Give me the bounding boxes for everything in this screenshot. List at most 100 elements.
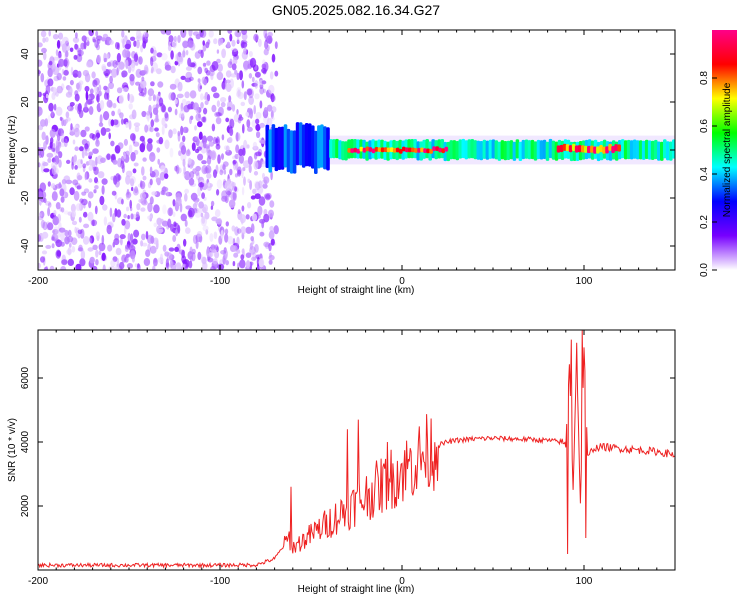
- heatmap-cell: [138, 56, 143, 65]
- heatmap-cell: [61, 83, 65, 91]
- heatmap-cell: [142, 40, 147, 49]
- heatmap-cell: [111, 110, 115, 117]
- heatmap-cell: [124, 43, 131, 50]
- heatmap-cell: [182, 50, 186, 58]
- chart-title: GN05.2025.082.16.34.G27: [272, 2, 440, 18]
- heatmap-cell: [60, 196, 65, 203]
- heatmap-cell: [255, 123, 261, 132]
- heatmap-cell: [241, 205, 245, 212]
- heatmap-cell: [657, 141, 661, 161]
- heatmap-cell: [72, 139, 76, 145]
- heatmap-cell: [204, 100, 209, 106]
- heatmap-cell: [488, 139, 493, 159]
- heatmap-cell: [611, 145, 615, 154]
- heatmap-cell: [568, 145, 573, 153]
- heatmap-cell: [102, 204, 108, 211]
- heatmap-cell: [200, 212, 204, 218]
- heatmap-cell: [62, 76, 67, 81]
- heatmap-cell: [243, 60, 250, 70]
- heatmap-cell: [167, 207, 174, 217]
- heatmap-cell: [95, 259, 99, 266]
- heatmap-cell: [356, 148, 361, 154]
- heatmap-cell: [402, 146, 406, 152]
- heatmap-cell: [51, 110, 54, 117]
- heatmap-cell: [133, 141, 140, 147]
- heatmap-cell: [172, 128, 177, 135]
- heatmap-cell: [236, 36, 240, 44]
- heatmap-cell: [38, 124, 44, 131]
- heatmap-cell: [449, 140, 454, 160]
- heatmap-cell: [124, 220, 131, 230]
- heatmap-cell: [151, 191, 158, 196]
- heatmap-cell: [92, 244, 98, 250]
- heatmap-cell: [51, 236, 55, 241]
- heatmap-cell: [78, 216, 82, 223]
- heatmap-cell: [128, 93, 134, 104]
- heatmap-cell: [194, 136, 200, 142]
- heatmap-cell: [55, 145, 60, 154]
- heatmap-cell: [155, 177, 160, 183]
- heatmap-cell: [215, 117, 222, 125]
- heatmap-cell: [259, 100, 263, 109]
- heatmap-cell: [148, 104, 152, 114]
- heatmap-cell: [224, 228, 229, 235]
- heatmap-cell: [65, 111, 70, 119]
- heatmap-cell: [243, 139, 248, 150]
- heatmap-cell: [47, 115, 51, 123]
- heatmap-cell: [113, 175, 118, 185]
- heatmap-cell: [131, 255, 135, 263]
- heatmap-cell: [156, 52, 163, 58]
- heatmap-cell: [241, 30, 247, 35]
- heatmap-cell: [173, 35, 177, 43]
- heatmap-cell: [174, 98, 178, 105]
- heatmap-cell: [55, 91, 59, 97]
- heatmap-cell: [548, 138, 553, 159]
- heatmap-cell: [623, 140, 628, 160]
- heatmap-cell: [220, 229, 224, 240]
- heatmap-cell: [464, 140, 469, 160]
- heatmap-cell: [88, 200, 92, 209]
- heatmap-cell: [172, 235, 177, 242]
- heatmap-cell: [157, 257, 164, 263]
- heatmap-cell: [130, 133, 136, 141]
- heatmap-cell: [134, 263, 138, 268]
- x-tick-label: 0: [399, 276, 405, 287]
- heatmap-cell: [190, 115, 194, 121]
- heatmap-cell: [96, 93, 100, 103]
- heatmap-cell: [169, 83, 177, 90]
- heatmap-cell: [213, 231, 218, 240]
- heatmap-cell: [101, 178, 108, 185]
- heatmap-cell: [197, 251, 202, 261]
- heatmap-cell: [120, 155, 125, 165]
- heatmap-cell: [304, 123, 309, 167]
- heatmap-cell: [368, 147, 373, 152]
- heatmap-cell: [135, 211, 140, 218]
- heatmap-cell: [201, 216, 206, 224]
- heatmap-cell: [128, 144, 133, 154]
- heatmap-cell: [108, 82, 114, 90]
- heatmap-cell: [58, 151, 63, 159]
- heatmap-cell: [150, 56, 154, 67]
- heatmap-cell: [590, 145, 594, 153]
- heatmap-cell: [200, 49, 204, 59]
- heatmap-cell: [270, 116, 275, 121]
- heatmap-cell: [101, 252, 106, 261]
- heatmap-cell: [482, 139, 487, 159]
- heatmap-cell: [219, 169, 224, 176]
- heatmap-cell: [467, 139, 472, 159]
- heatmap-cell: [132, 238, 138, 245]
- heatmap-cell: [213, 92, 220, 99]
- heatmap-cell: [87, 191, 94, 199]
- heatmap-cell: [144, 124, 149, 133]
- heatmap-cell: [74, 127, 80, 138]
- heatmap-cell: [103, 111, 110, 121]
- heatmap-cell: [117, 174, 122, 181]
- heatmap-cell: [206, 60, 211, 66]
- heatmap-cell: [223, 249, 229, 259]
- heatmap-cell: [96, 86, 100, 93]
- heatmap-cell: [245, 260, 251, 269]
- heatmap-cell: [47, 207, 51, 217]
- heatmap-cell: [175, 164, 180, 175]
- heatmap-cell: [329, 139, 333, 159]
- heatmap-cell: [45, 93, 49, 99]
